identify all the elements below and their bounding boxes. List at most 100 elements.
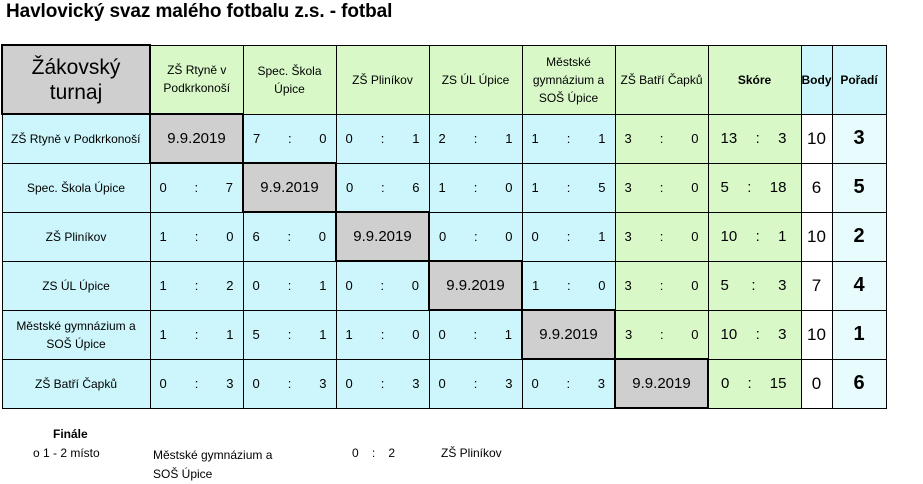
goals-against: 3 (505, 376, 513, 391)
goals-against: 0 (691, 131, 699, 146)
score-for: 0 (721, 375, 730, 392)
score-for: 5 (720, 277, 729, 294)
goals-against: 1 (505, 131, 513, 146)
score-for: 10 (720, 228, 738, 245)
total-score: 0:15 (707, 358, 802, 409)
match-result: 3: 0 (614, 211, 709, 262)
score-separator: : (194, 180, 199, 196)
score-separator: : (755, 326, 760, 343)
row-team: ZŠ Pliníkov (1, 211, 151, 262)
score-separator: : (659, 131, 664, 146)
score-separator: : (194, 327, 199, 342)
goals-for: 0 (159, 180, 167, 196)
goals-against: 0 (691, 180, 699, 195)
finale-subtitle: o 1 - 2 místo (33, 446, 100, 460)
points-value: 7 (800, 260, 833, 311)
points-value: 10 (800, 211, 833, 262)
goals-for: 1 (345, 327, 353, 342)
table-row: ZŠ Batří Čapků 0:3 0:3 0:3 0:3 0:3 9.9.2019 0:1… (1, 358, 887, 409)
finale-score: 0 : 2 (352, 446, 395, 460)
score-separator: : (747, 179, 752, 196)
row-team: ZS ÚL Úpice (1, 260, 151, 311)
goals-for: 1 (438, 180, 446, 195)
score-separator: : (755, 130, 760, 147)
score-separator: : (194, 278, 199, 293)
score-for: 13 (720, 130, 738, 147)
goals-for: 3 (624, 278, 632, 293)
header-team: ZŠ Batří Čapků (614, 44, 709, 115)
rank-value: 3 (831, 113, 887, 164)
goals-for: 0 (345, 131, 353, 146)
score-separator: : (380, 278, 385, 294)
match-result: 0: 3 (335, 358, 430, 409)
score-against: 18 (769, 179, 787, 196)
goals-for: 1 (159, 229, 167, 244)
match-result: 0: 3 (242, 358, 337, 409)
goals-for: 0 (438, 327, 446, 343)
row-team: ZŠ Rtyně v Podkrkonoší (1, 113, 151, 164)
match-result: 0: 1 (242, 260, 337, 311)
score-against: 3 (778, 130, 787, 147)
score-against: 15 (769, 375, 787, 392)
goals-against: 0 (691, 326, 699, 342)
table-row: ZŠ Rtyně v Podkrkonoší 9.9.2019 7:0 0:1 2:1 1… (1, 113, 887, 164)
goals-for: 3 (624, 131, 632, 146)
match-date: 9.9.2019 (149, 113, 244, 164)
goals-for: 0 (252, 376, 260, 391)
match-result: 6: 0 (242, 211, 337, 262)
score-against: 1 (778, 228, 787, 245)
goals-for: 2 (438, 131, 446, 146)
match-result: 5: 1 (242, 309, 337, 360)
match-result: 0: 6 (335, 162, 430, 213)
score-separator: : (566, 376, 571, 392)
score-separator: : (287, 376, 292, 391)
match-result: 0: 1 (521, 211, 616, 262)
match-result: 7: 0 (242, 113, 337, 164)
points-value: 6 (800, 162, 833, 213)
total-score: 5:18 (707, 162, 802, 213)
match-result: 0: 7 (149, 162, 244, 213)
score-against: 3 (778, 277, 787, 294)
goals-against: 6 (412, 179, 420, 195)
score-against: 3 (778, 326, 787, 343)
goals-for: 0 (252, 278, 260, 293)
match-result: 0: 3 (428, 358, 523, 409)
goals-against: 0 (318, 229, 326, 245)
match-date: 9.9.2019 (242, 162, 337, 213)
page-title: Havlovický svaz malého fotbalu z.s. - fo… (6, 1, 393, 22)
goals-for: 0 (346, 179, 354, 195)
score-separator: : (566, 277, 571, 293)
finale-team-1: Městské gymnázium a SOŠ Úpice (153, 448, 273, 481)
goals-against: 0 (319, 130, 327, 146)
goals-against: 1 (598, 131, 606, 146)
match-result: 3: 0 (614, 113, 709, 164)
match-result: 1: 1 (521, 113, 616, 164)
goals-for: 1 (531, 131, 539, 146)
goals-for: 0 (345, 278, 353, 294)
goals-for: 3 (625, 326, 633, 342)
goals-against: 3 (597, 376, 605, 392)
score-separator: : (473, 327, 478, 343)
score-separator: : (287, 130, 292, 146)
goals-for: 1 (531, 180, 539, 195)
match-result: 0: 1 (335, 113, 430, 164)
header-team: Spec. Škola Úpice (242, 44, 337, 115)
score-separator: : (473, 180, 478, 195)
goals-against: 3 (412, 376, 420, 391)
finale-label: Finále (53, 427, 88, 441)
rank-value: 5 (831, 162, 887, 213)
header-team: ZŠ Pliníkov (335, 44, 430, 115)
results-table: Žákovský turnaj ZŠ Rtyně v Podkrkonoší Spe… (1, 44, 887, 409)
goals-for: 0 (438, 376, 446, 391)
match-result: 1: 1 (149, 309, 244, 360)
goals-for: 0 (345, 376, 353, 391)
header-team: ZS ÚL Úpice (428, 44, 523, 115)
match-result: 0: 0 (335, 260, 430, 311)
score-separator: : (751, 277, 756, 294)
goals-for: 1 (159, 327, 167, 342)
header-rank: Pořadí (831, 44, 887, 115)
match-result: 1: 0 (521, 260, 616, 311)
match-result: 0: 0 (428, 211, 523, 262)
rank-value: 2 (831, 211, 887, 262)
score-separator: : (473, 228, 478, 244)
